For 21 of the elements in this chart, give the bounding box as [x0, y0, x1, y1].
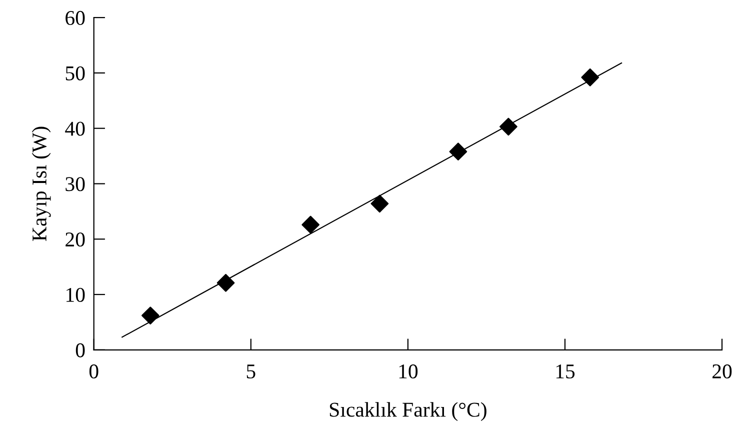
point: [302, 216, 320, 234]
point: [370, 194, 389, 213]
y-tick-label: 40: [65, 122, 85, 136]
x-tick-label: 10: [399, 364, 418, 378]
point: [581, 68, 600, 86]
x-tick-label: 15: [556, 364, 575, 378]
point: [141, 306, 160, 324]
point: [216, 274, 235, 292]
point: [500, 118, 518, 136]
x-axis-title: Sıcaklık Farkı (°C): [330, 402, 486, 422]
y-tick-label: 20: [66, 232, 85, 247]
y-tick-label: 0: [76, 343, 85, 358]
y-tick-label: 60: [66, 10, 85, 25]
y-tick-label: 10: [66, 288, 85, 302]
y-tick-label: 30: [66, 177, 85, 192]
y-tick-label: 50: [66, 66, 85, 80]
x-tick-label: 5: [246, 364, 256, 378]
x-tick-label: 20: [712, 364, 732, 378]
x-tick-label: 0: [89, 364, 98, 378]
point: [449, 142, 468, 161]
y-axis-title: Kayıp Isı (W): [32, 126, 51, 241]
